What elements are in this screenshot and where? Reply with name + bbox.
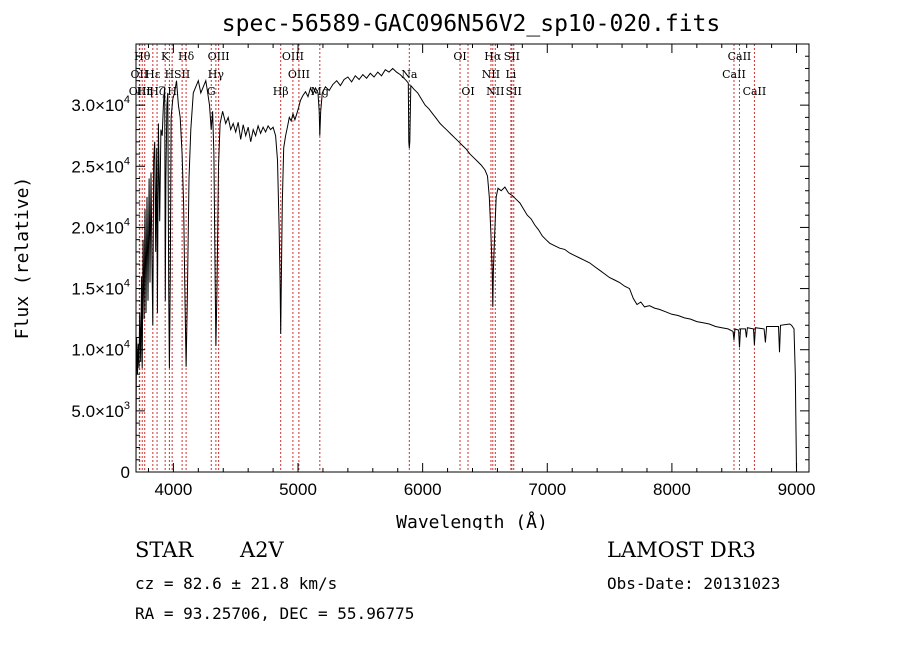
line-label-13: OIII bbox=[208, 50, 230, 63]
line-label-10: SII bbox=[174, 68, 190, 81]
spectral-line-labels: HθOIIOIIIHηHεHζKHHHδSIIGHγOIIIHβOIIIOIII… bbox=[129, 50, 767, 98]
x-tick-labels: 4000 5000 6000 7000 8000 9000 bbox=[154, 480, 815, 499]
y-tick-label-2: 1.0×104 bbox=[71, 339, 130, 360]
redshift-cz: cz = 82.6 ± 21.8 km/s bbox=[135, 574, 338, 593]
plot-frame bbox=[135, 43, 810, 473]
line-label-5: Hζ bbox=[149, 85, 165, 98]
line-label-7: H bbox=[165, 68, 175, 81]
line-label-1: OII bbox=[131, 68, 149, 81]
line-label-12: Hγ bbox=[208, 68, 225, 81]
survey-name: LAMOST DR3 bbox=[607, 538, 756, 562]
line-label-23: NII bbox=[486, 85, 504, 98]
line-label-2: OIII bbox=[129, 85, 151, 98]
line-label-8: H bbox=[167, 85, 177, 98]
object-subclass: A2V bbox=[240, 538, 284, 562]
axis-ticks bbox=[136, 44, 809, 473]
x-tick-label-2: 6000 bbox=[404, 480, 442, 499]
y-tick-labels: 0 5.0×103 1.0×104 1.5×104 2.0×104 2.5×104 3.0×… bbox=[71, 94, 130, 482]
x-tick-label-3: 7000 bbox=[528, 480, 566, 499]
line-label-21: NII bbox=[482, 68, 500, 81]
x-tick-label-1: 5000 bbox=[279, 480, 317, 499]
line-label-27: CaII bbox=[722, 68, 746, 81]
observation-date: Obs-Date: 20131023 bbox=[607, 574, 781, 593]
line-label-26: SII bbox=[506, 85, 522, 98]
y-tick-label-0: 0 bbox=[121, 463, 130, 482]
line-label-16: OIII bbox=[288, 68, 310, 81]
chart-title: spec-56589-GAC096N56V2_sp10-020.fits bbox=[222, 11, 721, 37]
x-tick-label-5: 9000 bbox=[778, 480, 816, 499]
y-tick-label-5: 2.5×104 bbox=[71, 155, 130, 176]
y-tick-label-4: 2.0×104 bbox=[71, 216, 130, 237]
spectrum-line bbox=[135, 67, 797, 473]
line-label-19: OI bbox=[453, 50, 466, 63]
spectrum-chart: spec-56589-GAC096N56V2_sp10-020.fits Hθ O… bbox=[12, 11, 815, 530]
line-label-18: Na bbox=[401, 68, 418, 81]
line-label-22: Hα bbox=[484, 50, 502, 63]
y-tick-label-1: 5.0×103 bbox=[71, 400, 130, 421]
x-axis-label: Wavelength (Å) bbox=[396, 511, 548, 530]
line-label-3: Hη bbox=[137, 85, 153, 98]
spectral-line-markers bbox=[138, 44, 755, 472]
line-label-4: Hε bbox=[145, 68, 161, 81]
line-label-11: G bbox=[207, 85, 216, 98]
line-label-29: CaII bbox=[743, 85, 767, 98]
x-tick-label-4: 8000 bbox=[653, 480, 691, 499]
y-axis-label: Flux (relative) bbox=[12, 177, 33, 340]
line-label-14: Hβ bbox=[273, 85, 289, 98]
object-class: STAR bbox=[135, 538, 194, 562]
line-label-24: Li bbox=[505, 68, 516, 81]
y-tick-label-6: 3.0×104 bbox=[71, 94, 130, 115]
ra-dec: RA = 93.25706, DEC = 55.96775 bbox=[135, 604, 415, 623]
line-label-6: K bbox=[161, 50, 170, 63]
line-label-20: OI bbox=[461, 85, 474, 98]
line-label-28: CaII bbox=[728, 50, 752, 63]
y-tick-label-3: 1.5×104 bbox=[71, 278, 130, 299]
line-label-0: Hθ bbox=[134, 50, 151, 63]
line-label-9: Hδ bbox=[178, 50, 195, 63]
x-tick-label-0: 4000 bbox=[154, 480, 192, 499]
line-label-25: SII bbox=[504, 50, 520, 63]
line-label-15: OIII bbox=[282, 50, 304, 63]
